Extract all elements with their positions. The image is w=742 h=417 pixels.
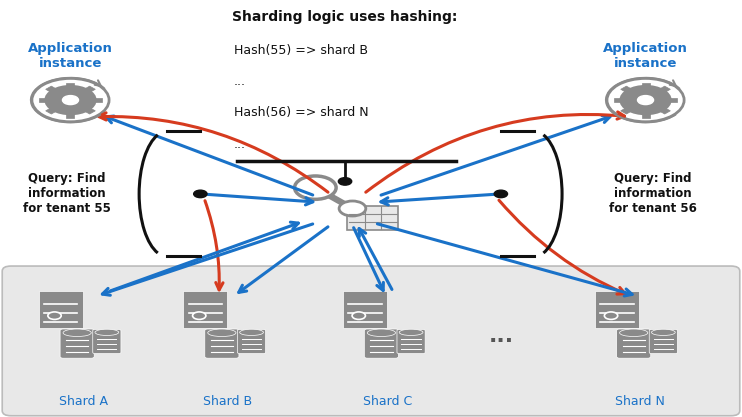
FancyBboxPatch shape (205, 329, 239, 358)
Ellipse shape (63, 329, 91, 337)
FancyBboxPatch shape (595, 291, 639, 328)
Bar (84, 108, 95, 114)
FancyArrowPatch shape (378, 224, 632, 296)
Circle shape (339, 201, 366, 216)
Circle shape (193, 312, 206, 319)
Bar (46, 108, 57, 114)
FancyBboxPatch shape (364, 329, 398, 358)
FancyArrowPatch shape (102, 224, 312, 295)
Text: Hash(56) => shard N: Hash(56) => shard N (234, 106, 368, 119)
Circle shape (604, 312, 617, 319)
Circle shape (494, 190, 508, 198)
Text: Shard A: Shard A (59, 394, 108, 408)
FancyArrowPatch shape (99, 113, 328, 192)
Circle shape (32, 78, 109, 122)
FancyArrowPatch shape (354, 228, 384, 291)
Bar (659, 108, 670, 114)
FancyBboxPatch shape (60, 329, 94, 358)
FancyBboxPatch shape (237, 329, 266, 354)
FancyBboxPatch shape (2, 266, 740, 416)
Circle shape (305, 182, 326, 193)
FancyArrowPatch shape (111, 222, 298, 291)
Ellipse shape (208, 329, 236, 337)
Circle shape (194, 190, 207, 198)
Text: Hash(55) => shard B: Hash(55) => shard B (234, 44, 368, 57)
Text: ...: ... (234, 138, 246, 151)
Text: Shard C: Shard C (363, 394, 412, 408)
Ellipse shape (651, 329, 675, 335)
Ellipse shape (399, 329, 423, 335)
FancyArrowPatch shape (203, 194, 313, 205)
FancyArrowPatch shape (239, 227, 328, 292)
Bar (93, 98, 102, 102)
Circle shape (338, 178, 352, 185)
Bar (39, 98, 47, 102)
FancyBboxPatch shape (183, 291, 227, 328)
Ellipse shape (95, 329, 119, 335)
Bar (84, 86, 95, 93)
FancyArrowPatch shape (205, 201, 223, 290)
Bar (642, 113, 649, 118)
Circle shape (620, 86, 671, 114)
FancyBboxPatch shape (93, 329, 121, 354)
Circle shape (607, 78, 684, 122)
Bar (46, 86, 57, 93)
Text: Query: Find
information
for tenant 55: Query: Find information for tenant 55 (23, 172, 111, 216)
Ellipse shape (240, 329, 263, 335)
Text: Query: Find
information
for tenant 56: Query: Find information for tenant 56 (609, 172, 697, 216)
Ellipse shape (620, 329, 648, 337)
Circle shape (637, 95, 654, 105)
FancyArrowPatch shape (106, 116, 312, 195)
Text: Sharding logic uses hashing:: Sharding logic uses hashing: (232, 10, 458, 25)
Text: Application
instance: Application instance (28, 42, 113, 70)
FancyBboxPatch shape (397, 329, 425, 354)
Circle shape (352, 312, 366, 319)
Text: Shard B: Shard B (203, 394, 252, 408)
Text: ...: ... (234, 75, 246, 88)
Text: Application
instance: Application instance (603, 42, 688, 70)
FancyArrowPatch shape (381, 116, 610, 195)
FancyArrowPatch shape (381, 194, 498, 205)
Bar (67, 113, 74, 118)
FancyArrowPatch shape (359, 229, 392, 289)
Text: ...: ... (488, 326, 513, 346)
Bar (621, 108, 632, 114)
Bar (621, 86, 632, 93)
FancyArrowPatch shape (366, 112, 625, 192)
Bar (669, 98, 677, 102)
Bar (614, 98, 623, 102)
FancyBboxPatch shape (39, 291, 82, 328)
Bar (642, 83, 649, 87)
Circle shape (295, 176, 336, 199)
FancyBboxPatch shape (347, 206, 398, 230)
FancyBboxPatch shape (649, 329, 677, 354)
FancyBboxPatch shape (617, 329, 651, 358)
FancyBboxPatch shape (343, 291, 387, 328)
Bar (659, 86, 670, 93)
FancyArrowPatch shape (499, 200, 625, 294)
Ellipse shape (367, 329, 395, 337)
Circle shape (45, 86, 96, 114)
Circle shape (62, 95, 79, 105)
Bar (67, 83, 74, 87)
Text: Shard N: Shard N (614, 394, 665, 408)
Circle shape (47, 312, 61, 319)
